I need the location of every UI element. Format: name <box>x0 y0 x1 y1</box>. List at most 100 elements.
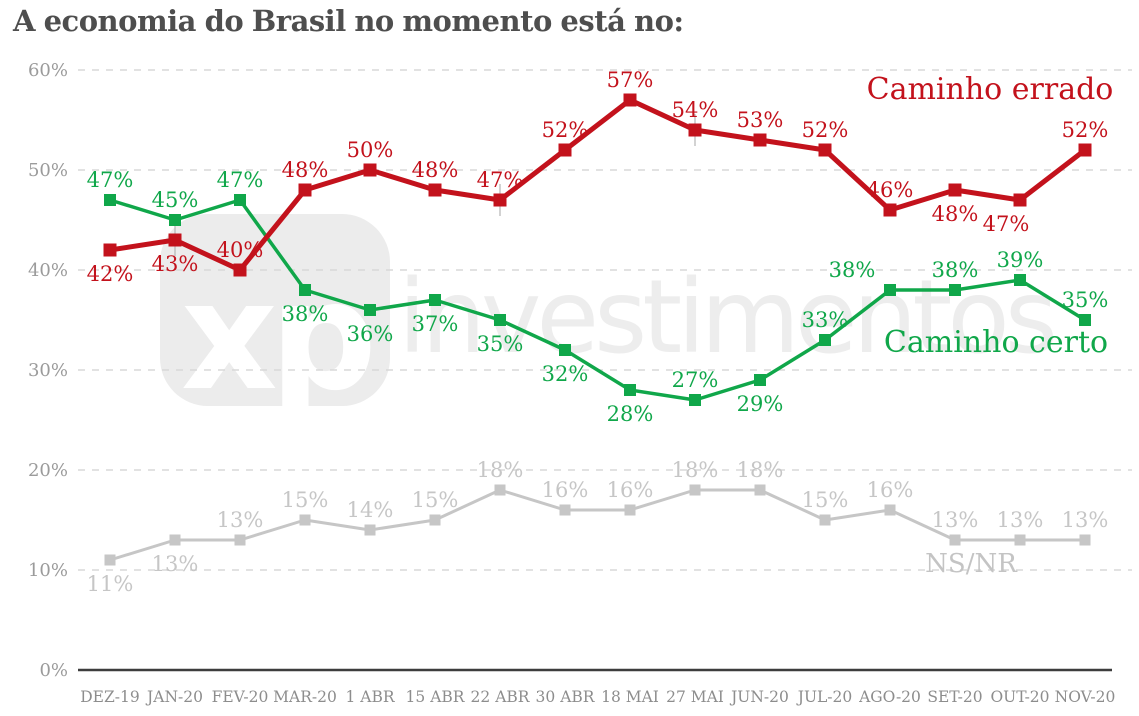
data-point-marker <box>559 344 571 356</box>
data-point-marker <box>754 484 766 496</box>
x-axis-label: JUL-20 <box>796 688 853 706</box>
data-label: 11% <box>87 572 134 596</box>
data-label: 52% <box>1062 118 1109 142</box>
data-label: 15% <box>412 488 459 512</box>
x-axis-label: 18 MAI <box>601 688 659 706</box>
data-point-marker <box>298 183 312 197</box>
data-label: 52% <box>542 118 589 142</box>
data-point-marker <box>624 504 636 516</box>
data-label: 48% <box>932 202 979 226</box>
data-label: 27% <box>672 368 719 392</box>
data-label: 47% <box>217 168 264 192</box>
data-point-marker <box>949 284 961 296</box>
data-label: 16% <box>542 478 589 502</box>
data-point-marker <box>429 514 441 526</box>
data-label: 38% <box>282 302 329 326</box>
data-label: 16% <box>607 478 654 502</box>
data-point-marker <box>104 554 116 566</box>
data-label: 46% <box>867 178 914 202</box>
x-axis-label: JAN-20 <box>145 688 203 706</box>
x-axis-label: AGO-20 <box>858 688 921 706</box>
data-label: 57% <box>607 68 654 92</box>
series-line-ns-nr <box>109 488 1085 562</box>
data-label: 37% <box>412 312 459 336</box>
data-label: 47% <box>87 168 134 192</box>
data-point-marker <box>103 243 117 257</box>
data-label: 43% <box>152 252 199 276</box>
x-axis-label: 22 ABR <box>471 688 531 706</box>
data-label: 16% <box>867 478 914 502</box>
y-axis-label: 30% <box>28 360 68 381</box>
data-point-marker <box>169 534 181 546</box>
data-label: 13% <box>152 552 199 576</box>
data-point-marker <box>494 484 506 496</box>
data-label: 14% <box>347 498 394 522</box>
data-point-marker <box>1013 193 1027 207</box>
data-point-marker <box>1079 314 1091 326</box>
data-point-marker <box>429 294 441 306</box>
data-label: 42% <box>87 262 134 286</box>
series-label-ns-nr: NS/NR <box>925 549 1018 579</box>
x-axis-label: JUN-20 <box>729 688 789 706</box>
data-label: 35% <box>477 332 524 356</box>
data-point-marker <box>949 534 961 546</box>
data-point-marker <box>234 194 246 206</box>
y-axis-label: 20% <box>28 460 68 481</box>
data-point-marker <box>819 334 831 346</box>
data-point-marker <box>689 394 701 406</box>
data-point-marker <box>299 284 311 296</box>
data-label: 18% <box>477 458 524 482</box>
data-label: 15% <box>802 488 849 512</box>
data-label: 40% <box>217 238 264 262</box>
chart-title: A economia do Brasil no momento está no: <box>13 4 684 38</box>
series-line-caminho-certo <box>109 198 1086 402</box>
data-point-marker <box>364 304 376 316</box>
data-label: 18% <box>672 458 719 482</box>
data-label: 45% <box>152 188 199 212</box>
data-point-marker <box>299 514 311 526</box>
y-axis-label: 0% <box>39 660 68 681</box>
x-axis-label: FEV-20 <box>212 688 269 706</box>
data-label: 13% <box>1062 508 1109 532</box>
data-label: 33% <box>802 308 849 332</box>
data-label: 13% <box>217 508 264 532</box>
y-axis-label: 10% <box>28 560 68 581</box>
data-label: 18% <box>737 458 784 482</box>
data-point-marker <box>1014 274 1026 286</box>
data-label: 54% <box>672 98 719 122</box>
data-label: 53% <box>737 108 784 132</box>
x-axis-label: DEZ-19 <box>80 688 139 706</box>
data-label: 52% <box>802 118 849 142</box>
data-label: 35% <box>1062 288 1109 312</box>
data-label: 47% <box>983 212 1030 236</box>
data-label: 38% <box>829 258 876 282</box>
data-point-marker <box>494 314 506 326</box>
watermark-text: investimentos <box>398 258 1058 377</box>
data-point-marker <box>884 504 896 516</box>
x-axis-label: 1 ABR <box>345 688 395 706</box>
data-point-marker <box>364 524 376 536</box>
data-point-marker <box>818 143 832 157</box>
data-point-marker <box>819 514 831 526</box>
data-point-marker <box>884 284 896 296</box>
x-axis-label: OUT-20 <box>990 688 1049 706</box>
series-label-caminho-certo: Caminho certo <box>884 325 1108 360</box>
data-label: 28% <box>607 402 654 426</box>
y-axis-label: 50% <box>28 160 68 181</box>
data-label: 38% <box>932 258 979 282</box>
data-point-marker <box>558 143 572 157</box>
data-point-marker <box>363 163 377 177</box>
x-axis-label: 27 MAI <box>666 688 724 706</box>
data-label: 36% <box>347 322 394 346</box>
data-point-marker <box>883 203 897 217</box>
data-label: 50% <box>347 138 394 162</box>
x-axis-label: 15 ABR <box>406 688 466 706</box>
data-point-marker <box>623 93 637 107</box>
data-point-marker <box>1078 143 1092 157</box>
data-point-marker <box>689 484 701 496</box>
x-axis-label: 30 ABR <box>536 688 596 706</box>
x-axis-label: MAR-20 <box>273 688 337 706</box>
data-point-marker <box>624 384 636 396</box>
